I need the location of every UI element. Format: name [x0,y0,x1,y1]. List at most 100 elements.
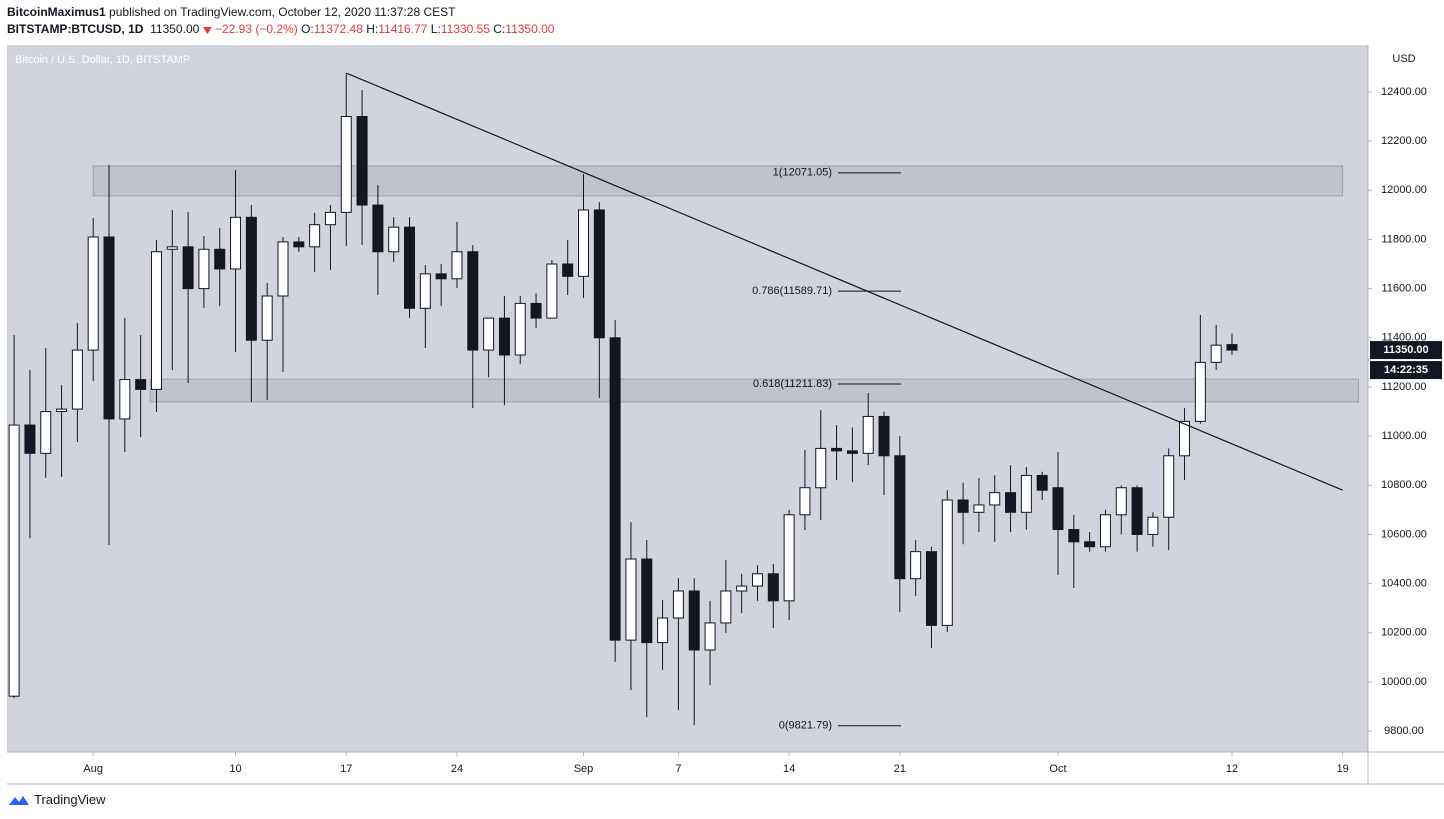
candle-body [103,236,115,420]
candle-body [356,116,368,206]
candle-body [467,251,479,351]
candle-body [720,590,732,624]
ohlc-key: L: [430,22,441,36]
ohlc-value: 11372.48 [313,22,363,36]
candle-body [8,424,20,697]
candle-body [1052,487,1064,531]
candle-body [941,499,953,626]
candle-body [24,424,36,454]
candle-body [1210,344,1222,363]
candle-body [451,251,463,280]
y-axis-label: USD [1392,53,1415,65]
zone [92,165,1344,197]
y-tick-label: 12200.00 [1381,135,1427,147]
x-tick-label: 12 [1226,763,1238,775]
fib-label: 0.786(11589.71) [752,285,832,297]
candle-body [214,248,226,270]
candle-body [783,514,795,602]
ohlc-key: O: [301,22,314,36]
candle-body [578,209,590,277]
candle-body [530,302,542,319]
candle-body [1084,541,1096,548]
brand: TradingView [34,792,106,807]
candle-body [435,273,447,280]
ohlc-value: 11416.77 [378,22,428,36]
candle-body [989,492,1001,506]
candle-body [277,241,289,297]
x-tick-label: 19 [1337,763,1349,775]
ohlc-key: H: [366,22,379,36]
ohlc-value: 11350.00 [505,22,555,36]
candle-body [925,551,937,626]
candle-body [135,379,147,390]
candle-body [119,379,131,420]
zone [149,378,1359,403]
candle-body [894,455,906,580]
chart-title: Bitcoin / U.S. Dollar, 1D, BITSTAMP [15,54,190,66]
y-tick-label: 9800.00 [1384,725,1424,737]
candle-body [419,273,431,309]
ohlc-key: C: [493,22,506,36]
candle-body [625,558,637,641]
candle-body [261,295,273,341]
header: BitcoinMaximus1 published on TradingView… [7,4,554,38]
candle-body [846,450,858,454]
candle-body [388,226,400,253]
candle-body [878,415,890,457]
candle-body [657,617,669,644]
candle-body [514,302,526,356]
candle-body [150,251,162,390]
candle-body [1179,420,1191,457]
y-tick-label: 11800.00 [1381,233,1426,245]
down-arrow [202,26,212,34]
fib-label: 1(12071.05) [773,167,832,179]
candle-body [71,349,83,410]
countdown-label: 14:22:35 [1384,364,1428,376]
candle-body [799,487,811,516]
candle-body [1036,474,1048,491]
candle-body [230,216,242,270]
x-tick-label: 10 [229,763,241,775]
candle-body [1131,487,1143,535]
candle-body [1115,487,1127,516]
candle-body [1020,474,1032,513]
candle-body [1226,344,1238,351]
candle-body [324,211,336,226]
candle-body [293,241,305,248]
candle-body [704,622,716,651]
logo-icon [9,795,29,805]
candle-body [1099,514,1111,548]
candle-body [182,246,194,290]
ohlc-value: 11330.55 [440,22,490,36]
candle-body [245,216,257,341]
publish-line: BitcoinMaximus1 published on TradingView… [7,4,554,21]
x-tick-label: Aug [83,763,103,775]
candle-body [1147,516,1159,535]
y-tick-label: 10800.00 [1381,479,1427,491]
candle-body [40,411,52,454]
candle-body [862,415,874,454]
candle-body [815,447,827,489]
x-tick-label: Sep [574,763,594,775]
y-tick-label: 11200.00 [1381,381,1426,393]
candle-body [973,504,985,513]
candle-body [751,573,763,587]
price-tag-label: 11350.00 [1383,344,1428,356]
x-tick-label: 14 [783,763,795,775]
y-tick-label: 12000.00 [1381,184,1427,196]
x-tick-label: 17 [340,763,352,775]
candle-body [688,590,700,651]
candle-body [1194,361,1206,422]
y-tick-label: 11600.00 [1381,283,1426,295]
candle-body [562,263,574,277]
candle-body [483,317,495,351]
x-tick-label: 7 [675,763,681,775]
y-tick-label: 10600.00 [1381,528,1427,540]
candle-body [340,116,352,213]
candle-body [957,499,969,513]
countdown-tag [1370,361,1442,380]
candle-body [372,204,384,253]
candle-body [1163,455,1175,518]
